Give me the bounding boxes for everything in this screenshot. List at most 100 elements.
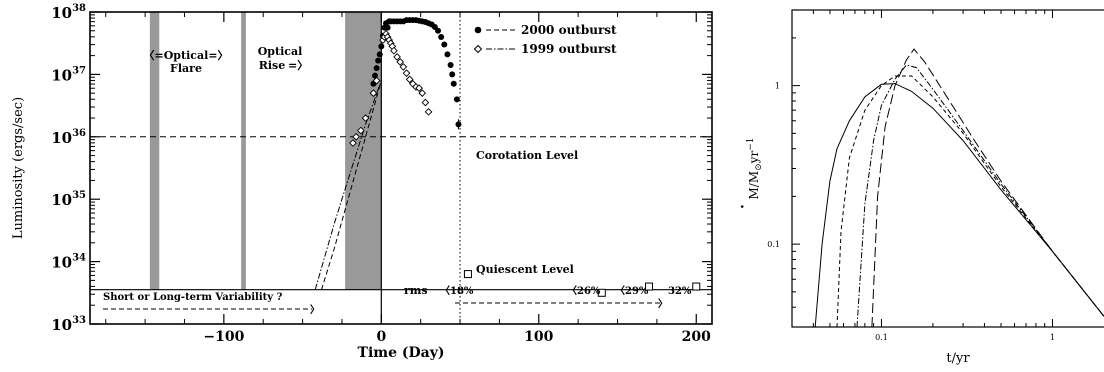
point-1999 — [372, 76, 381, 85]
point-1999 — [399, 63, 408, 71]
point-2000 — [375, 57, 382, 64]
y-axis-label-exp: −1 — [746, 138, 756, 151]
point-1999 — [418, 89, 427, 97]
point-2000 — [376, 51, 383, 58]
rate-curves — [814, 48, 1104, 328]
point-quiescent — [463, 270, 472, 279]
optical-flare-label: 〈=Optical=〉 — [144, 49, 229, 62]
optical-rise-label: Optical — [258, 45, 303, 58]
y-tick-base: 10 — [51, 66, 72, 84]
y-tick-exponent: 33 — [72, 315, 86, 326]
y-tick-label: 1033 — [51, 315, 86, 334]
point-2000 — [449, 71, 456, 78]
quiescent-level-label: Quiescent Level — [476, 263, 574, 276]
rate-curve — [856, 64, 1104, 328]
y-tick-base: 10 — [51, 254, 72, 272]
plot-frame — [791, 9, 1104, 328]
rms-value: 32% — [668, 286, 692, 297]
point-1999 — [415, 84, 423, 92]
legend-marker-1999 — [473, 44, 483, 54]
model-curve — [314, 80, 382, 290]
point-1999 — [402, 69, 411, 77]
point-quiescent — [597, 288, 606, 297]
y-axis-label-tail: yr — [747, 151, 761, 165]
model-curve — [321, 80, 382, 290]
rms-label: rms — [404, 284, 428, 297]
point-quiescent — [645, 282, 654, 291]
point-1999 — [361, 114, 370, 122]
y-axis-label: M/M⊙yr−1 · — [735, 138, 764, 209]
rate-curve — [836, 75, 1104, 328]
legend-label-2000: 2000 outburst — [521, 23, 617, 37]
y-tick-base: 10 — [51, 191, 72, 209]
rate-curve — [871, 48, 1104, 328]
y-tick-label: 1034 — [51, 253, 86, 272]
plot-frame — [89, 11, 713, 325]
y-axis-label-sun: ⊙ — [754, 163, 764, 171]
x-axis-label: Time (Day) — [358, 345, 445, 361]
point-2000 — [447, 62, 454, 69]
legend-label-1999: 1999 outburst — [521, 42, 617, 56]
point-1999 — [405, 75, 414, 84]
optical-rise-arrow: =〉 — [288, 59, 308, 72]
variability-label: Short or Long-term Variability ? — [103, 292, 283, 303]
point-2000 — [378, 43, 385, 50]
y-tick-base: 10 — [51, 129, 72, 147]
accretion-rate-chart: 0.1 1 0.1 1 t/yr M/M⊙yr−1 · — [735, 9, 1104, 366]
point-1999 — [390, 46, 398, 55]
point-1999 — [424, 108, 433, 116]
y-tick-exponent: 35 — [72, 190, 86, 201]
y-axis-label: Luminosity (ergs/sec) — [11, 97, 26, 239]
point-2000 — [441, 41, 448, 48]
y-tick-exponent: 38 — [72, 3, 86, 14]
x-tick-label: 100 — [524, 329, 553, 345]
y-tick-label: 1036 — [51, 128, 86, 147]
point-1999 — [349, 139, 357, 147]
point-1999 — [352, 132, 360, 141]
x-tick-label: 0 — [376, 329, 386, 345]
y-tick-base: 10 — [51, 316, 72, 334]
shaded-band — [241, 12, 246, 290]
legend-marker-2000 — [474, 26, 482, 34]
data-points — [349, 17, 701, 297]
shaded-band — [345, 12, 382, 290]
y-tick-label: 1038 — [51, 3, 86, 22]
y-tick-label: 1 — [775, 82, 780, 91]
level-lines — [90, 12, 712, 324]
point-1999 — [396, 58, 405, 66]
optical-rise-label-2: Rise — [259, 59, 286, 72]
point-1999 — [421, 98, 430, 107]
legend: 2000 outburst 1999 outburst — [473, 23, 617, 56]
y-axis-label-dot: · — [735, 204, 751, 209]
rate-curve — [814, 83, 1104, 328]
y-axis-label-main: M/M — [747, 171, 761, 200]
x-tick-label: 1 — [1050, 333, 1055, 342]
point-2000 — [384, 24, 391, 31]
y-tick-base: 10 — [51, 4, 72, 22]
y-tick-label: 0.1 — [767, 240, 780, 249]
y-tick-exponent: 37 — [72, 65, 86, 76]
point-1999 — [393, 53, 401, 61]
rms-value: 〈29% — [615, 284, 649, 297]
point-1999 — [357, 126, 365, 135]
y-tick-exponent: 36 — [72, 128, 86, 139]
x-tick-label: 0.1 — [875, 333, 888, 342]
point-2000 — [444, 51, 451, 58]
point-2000 — [450, 80, 457, 87]
shaded-band — [149, 12, 160, 290]
axis-ticks: 0.1 1 0.1 1 — [767, 10, 1055, 342]
x-tick-label: 200 — [682, 329, 711, 345]
point-2000 — [438, 33, 445, 40]
point-1999 — [369, 89, 378, 97]
rms-arrow-head: 〉 — [658, 297, 668, 310]
point-2000 — [435, 27, 442, 34]
point-quiescent — [692, 282, 701, 291]
y-tick-label: 1035 — [51, 190, 86, 209]
y-tick-exponent: 34 — [72, 253, 86, 264]
variability-arrow-head: 〉 — [310, 303, 320, 316]
shaded-bands — [149, 12, 382, 290]
point-2000 — [453, 96, 460, 103]
